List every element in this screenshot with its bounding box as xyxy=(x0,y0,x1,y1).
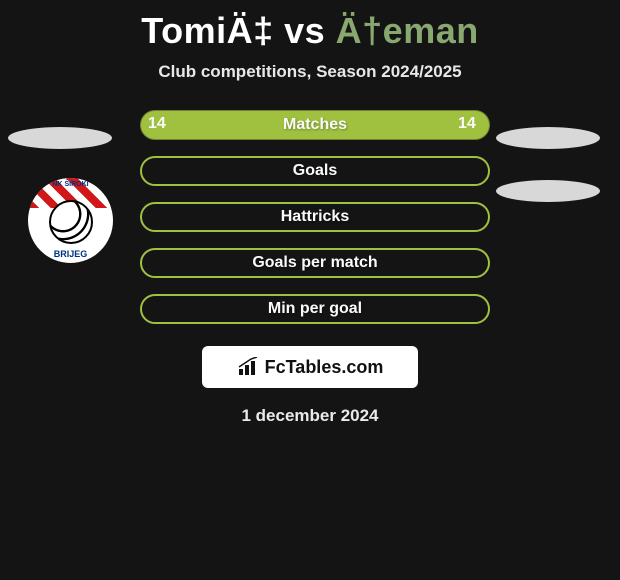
stat-label: Min per goal xyxy=(268,300,362,318)
stat-row-matches: 14 Matches 14 xyxy=(0,110,620,144)
title-player1: TomiÄ‡ xyxy=(141,10,273,51)
stat-value-right: 14 xyxy=(458,115,476,133)
title-vs: vs xyxy=(274,10,336,51)
stat-value-left: 14 xyxy=(148,115,166,133)
stat-label: Hattricks xyxy=(281,208,349,226)
brand-logo: FcTables.com xyxy=(237,357,384,378)
subtitle: Club competitions, Season 2024/2025 xyxy=(0,62,620,82)
page-title: TomiÄ‡ vs Ä†eman xyxy=(0,0,620,52)
stat-bar: Goals per match xyxy=(140,248,490,278)
stat-row-gpm: Goals per match xyxy=(0,248,620,282)
stat-bar: Goals xyxy=(140,156,490,186)
stat-row-hattricks: Hattricks xyxy=(0,202,620,236)
stat-label: Goals per match xyxy=(252,254,377,272)
stat-label: Matches xyxy=(283,116,347,134)
title-player2: Ä†eman xyxy=(336,10,479,51)
brand-footer[interactable]: FcTables.com xyxy=(202,346,418,388)
footer-date: 1 december 2024 xyxy=(0,406,620,426)
stat-bar: Hattricks xyxy=(140,202,490,232)
stat-label: Goals xyxy=(293,162,337,180)
brand-text: FcTables.com xyxy=(265,357,384,378)
stat-bar: Min per goal xyxy=(140,294,490,324)
bar-chart-icon xyxy=(237,357,261,377)
comparison-chart: 14 Matches 14 Goals Hattricks Goals per … xyxy=(0,110,620,328)
badge-text-top: NK ŠIROKI xyxy=(28,181,113,188)
stat-row-mpg: Min per goal xyxy=(0,294,620,328)
stat-bar: Matches xyxy=(140,110,490,140)
